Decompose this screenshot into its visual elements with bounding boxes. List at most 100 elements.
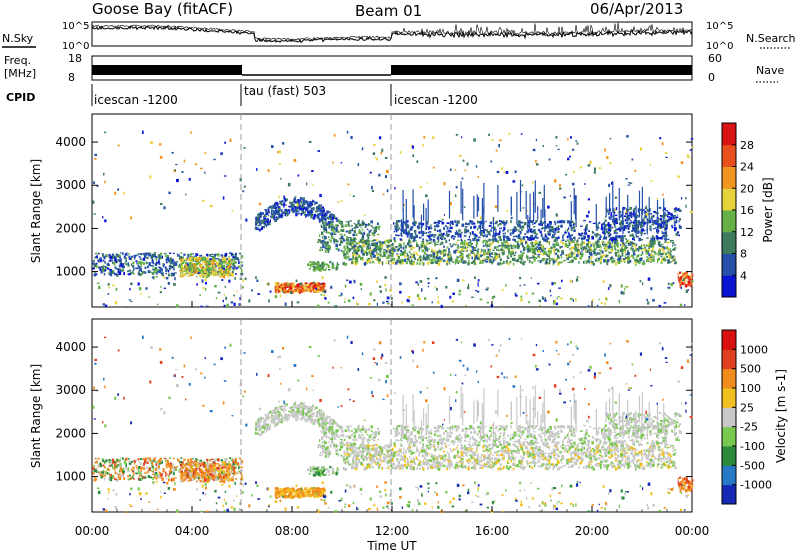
power-echo: [629, 221, 632, 224]
power-echo: [125, 263, 127, 266]
power-echo: [263, 219, 267, 221]
power-echo: [352, 195, 355, 198]
power-echo: [670, 255, 673, 258]
power-echo: [119, 252, 122, 254]
power-echo: [337, 248, 340, 252]
power-echo: [312, 184, 314, 187]
power-echo: [209, 260, 211, 262]
power-echo: [181, 275, 184, 278]
power-echo: [299, 197, 302, 199]
power-echo: [402, 208, 404, 232]
power-echo: [191, 258, 194, 261]
power-echo: [350, 238, 354, 242]
power-echo: [122, 267, 125, 271]
power-echo: [462, 159, 465, 162]
power-echo: [499, 258, 502, 262]
power-echo: [473, 226, 476, 229]
power-echo: [608, 232, 611, 235]
power-echo: [364, 250, 367, 254]
power-echo: [428, 258, 431, 262]
power-echo: [297, 201, 301, 204]
power-echo: [416, 225, 420, 229]
power-echo: [669, 252, 671, 255]
power-echo: [447, 258, 450, 262]
power-echo: [329, 233, 333, 236]
power-echo: [405, 229, 408, 233]
power-echo: [502, 235, 506, 238]
power-echo: [368, 230, 372, 233]
power-echo: [533, 250, 535, 254]
power-echo: [121, 263, 124, 266]
power-echo: [462, 279, 465, 282]
power-echo: [619, 216, 622, 218]
power-echo: [428, 226, 431, 230]
power-echo: [443, 261, 445, 263]
power-echo: [532, 254, 535, 259]
velocity-frame: [91, 318, 693, 513]
power-echo: [207, 268, 210, 271]
power-echo: [438, 250, 442, 253]
power-echo: [179, 256, 182, 261]
power-echo: [347, 257, 349, 260]
power-echo: [437, 257, 440, 260]
power-echo: [172, 273, 175, 276]
power-echo: [209, 268, 213, 271]
power-echo: [293, 197, 296, 200]
power-echo: [574, 238, 576, 241]
power-echo: [200, 305, 203, 308]
power-echo: [516, 240, 519, 243]
power-echo: [485, 243, 487, 247]
power-echo: [274, 218, 277, 222]
power-echo: [185, 271, 188, 274]
power-echo: [396, 253, 399, 255]
power-echo: [593, 251, 596, 255]
power-echo: [428, 233, 431, 236]
power-echo: [139, 273, 142, 276]
power-echo: [404, 245, 407, 249]
power-echo: [217, 253, 220, 257]
power-echo: [187, 275, 190, 277]
power-echo: [642, 209, 645, 211]
power-echo: [558, 261, 561, 264]
power-echo: [666, 215, 669, 218]
power-echo: [406, 234, 409, 238]
power-echo: [391, 251, 394, 253]
power-echo: [226, 264, 230, 266]
power-echo: [606, 156, 609, 160]
power-echo: [293, 199, 295, 202]
power-echo: [235, 267, 238, 270]
power-echo: [649, 243, 653, 247]
power-echo: [276, 216, 278, 219]
power-echo: [612, 240, 614, 244]
power-echo: [423, 232, 426, 234]
power-echo: [557, 231, 560, 233]
power-echo: [580, 255, 584, 258]
power-echo: [333, 241, 335, 244]
power-echo: [476, 239, 478, 242]
velocity-echo: [154, 468, 158, 471]
power-echo: [407, 299, 410, 303]
power-echo: [183, 259, 186, 263]
power-echo: [167, 269, 170, 273]
power-echo: [103, 256, 106, 259]
power-echo: [547, 230, 549, 234]
power-echo: [361, 259, 364, 262]
power-echo: [531, 236, 534, 239]
velocity-echo: [173, 465, 175, 467]
power-echo: [333, 238, 335, 241]
power-echo: [464, 247, 467, 249]
power-echo: [649, 163, 651, 166]
power-echo: [341, 229, 345, 232]
power-echo: [535, 139, 538, 142]
power-echo: [553, 236, 555, 238]
power-echo: [680, 197, 683, 200]
power-echo: [482, 244, 485, 247]
power-echo: [311, 170, 314, 172]
power-echo: [321, 285, 324, 288]
power-echo: [664, 231, 668, 235]
power-echo: [672, 282, 675, 284]
cpid-segment-2: tau (fast) 503: [244, 84, 326, 98]
velocity-echo: [94, 461, 97, 464]
power-echo: [665, 156, 668, 158]
power-echo: [477, 221, 480, 224]
